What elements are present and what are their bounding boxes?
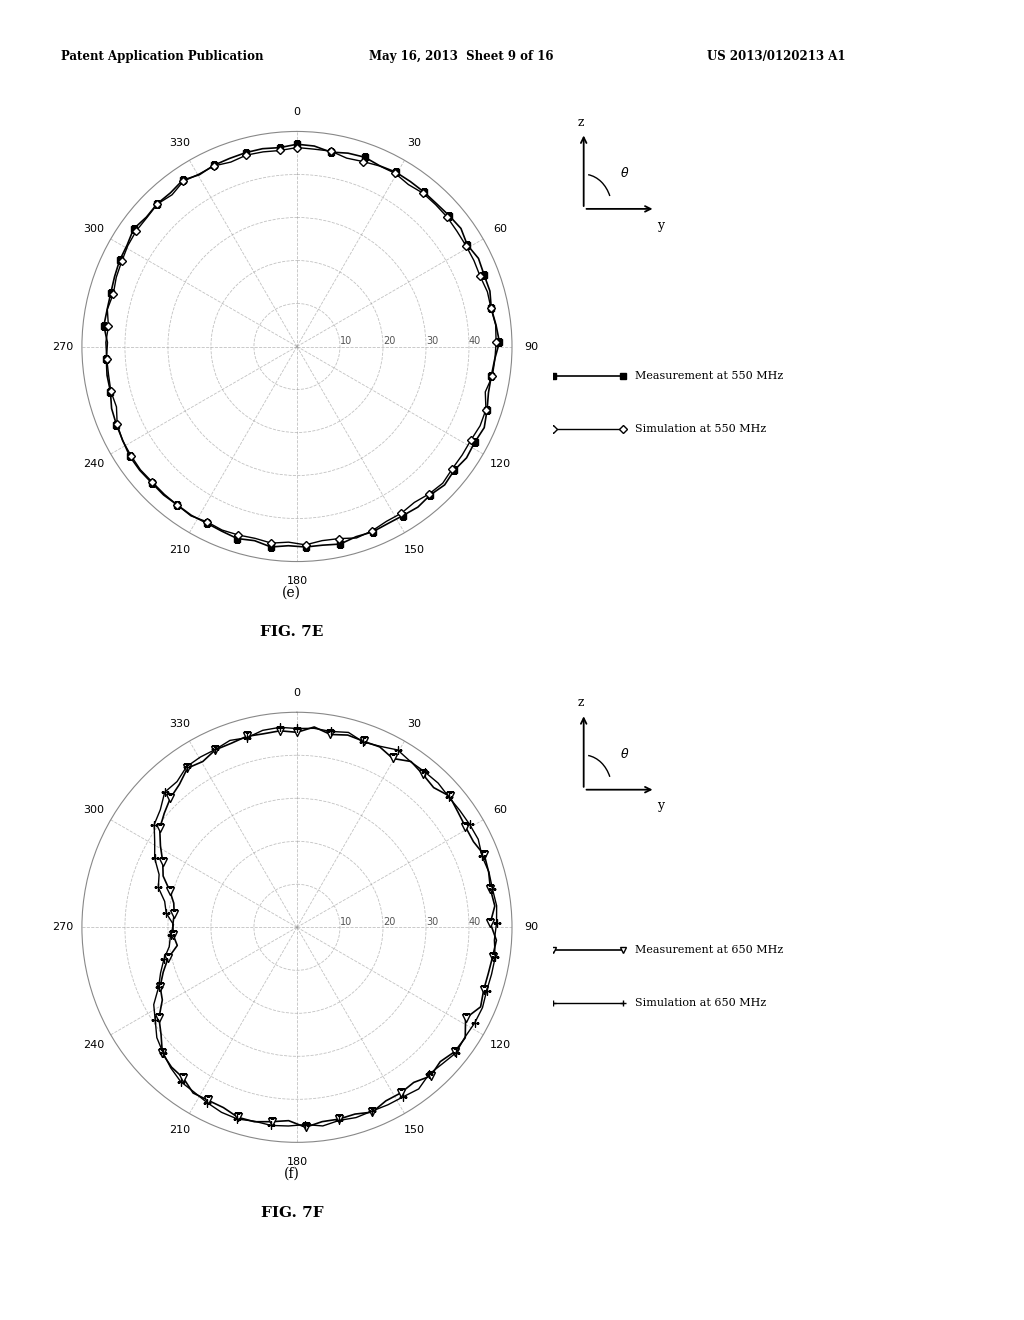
Text: (f): (f)	[284, 1167, 300, 1180]
Text: Measurement at 650 MHz: Measurement at 650 MHz	[635, 945, 783, 956]
Text: Simulation at 550 MHz: Simulation at 550 MHz	[635, 424, 766, 434]
Text: Simulation at 650 MHz: Simulation at 650 MHz	[635, 998, 766, 1008]
Text: y: y	[657, 219, 665, 231]
Text: $\theta$: $\theta$	[620, 747, 629, 760]
Text: (e): (e)	[283, 586, 301, 599]
Text: Patent Application Publication: Patent Application Publication	[61, 50, 264, 63]
Text: Measurement at 550 MHz: Measurement at 550 MHz	[635, 371, 783, 381]
Text: US 2013/0120213 A1: US 2013/0120213 A1	[707, 50, 845, 63]
Text: $\theta$: $\theta$	[620, 166, 629, 180]
Text: z: z	[578, 697, 584, 709]
Text: May 16, 2013  Sheet 9 of 16: May 16, 2013 Sheet 9 of 16	[369, 50, 553, 63]
Text: z: z	[578, 116, 584, 128]
Text: FIG. 7F: FIG. 7F	[260, 1206, 324, 1220]
Text: FIG. 7E: FIG. 7E	[260, 626, 324, 639]
Text: y: y	[657, 800, 665, 812]
